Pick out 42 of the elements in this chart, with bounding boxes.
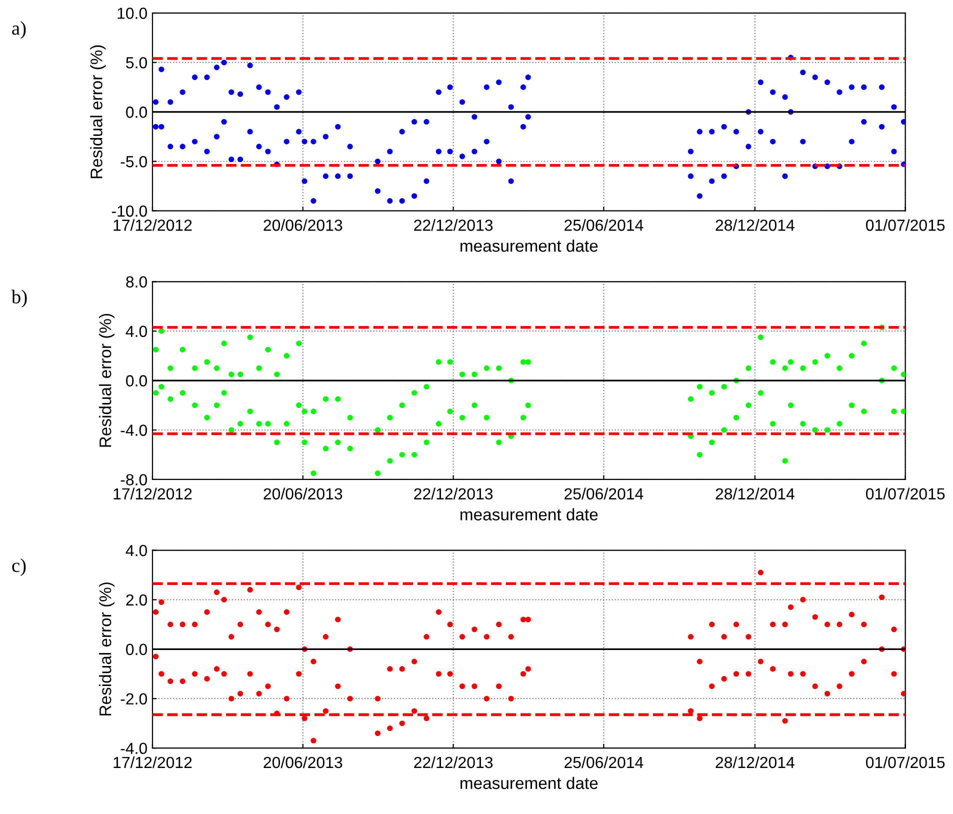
y-tick-label: 4.0: [126, 326, 147, 338]
x-axis-title: measurement date: [460, 776, 598, 790]
y-tick-label: -4.0: [120, 424, 147, 436]
x-axis-title: measurement date: [460, 508, 598, 520]
y-tick-label: 2.0: [126, 594, 147, 606]
x-tick-label: 01/07/2015: [866, 488, 945, 500]
x-tick-label: 22/12/2013: [414, 756, 493, 768]
x-tick-label: 22/12/2013: [414, 488, 493, 500]
y-tick-label: 10.0: [118, 8, 147, 19]
text: a): [12, 21, 26, 39]
y-axis-title: Residual error (%): [99, 582, 115, 716]
x-tick-label: 01/07/2015: [866, 756, 945, 768]
y-tick-label: -8.0: [120, 474, 147, 486]
text: c): [12, 558, 26, 576]
y-tick-label: -4.0: [120, 742, 147, 754]
x-tick-label: 22/12/2013: [414, 219, 493, 231]
x-tick-label: 01/07/2015: [866, 219, 945, 231]
y-axis-title: Residual error (%): [99, 314, 115, 447]
x-tick-label: 17/12/2012: [114, 219, 192, 231]
y-tick-label: -2.0: [120, 693, 147, 705]
x-axis-title: measurement date: [460, 240, 598, 252]
y-tick-label: 8.0: [126, 276, 147, 288]
x-tick-label: 28/12/2014: [716, 756, 794, 768]
x-tick-label: 17/12/2012: [114, 756, 192, 768]
x-tick-label: 25/06/2014: [564, 756, 644, 768]
x-tick-label: 25/06/2014: [564, 219, 644, 231]
y-tick-label: -10.0: [112, 205, 147, 217]
x-tick-label: 17/12/2012: [114, 488, 192, 500]
y-tick-label: 0.0: [126, 644, 147, 656]
y-tick-label: 0.0: [126, 375, 147, 386]
x-tick-label: 20/06/2013: [264, 219, 342, 231]
x-tick-label: 20/06/2013: [264, 756, 342, 768]
y-tick-label: 0.0: [126, 106, 147, 118]
x-tick-label: 28/12/2014: [716, 488, 794, 500]
text: b): [11, 290, 27, 308]
x-tick-label: 28/12/2014: [716, 219, 794, 231]
y-tick-label: 4.0: [126, 544, 147, 556]
x-tick-label: 25/06/2014: [564, 488, 644, 500]
y-tick-label: 5.0: [126, 57, 147, 68]
x-tick-label: 20/06/2013: [264, 488, 342, 500]
y-axis-title: Residual error (%): [90, 45, 106, 178]
y-tick-label: -5.0: [120, 156, 147, 168]
